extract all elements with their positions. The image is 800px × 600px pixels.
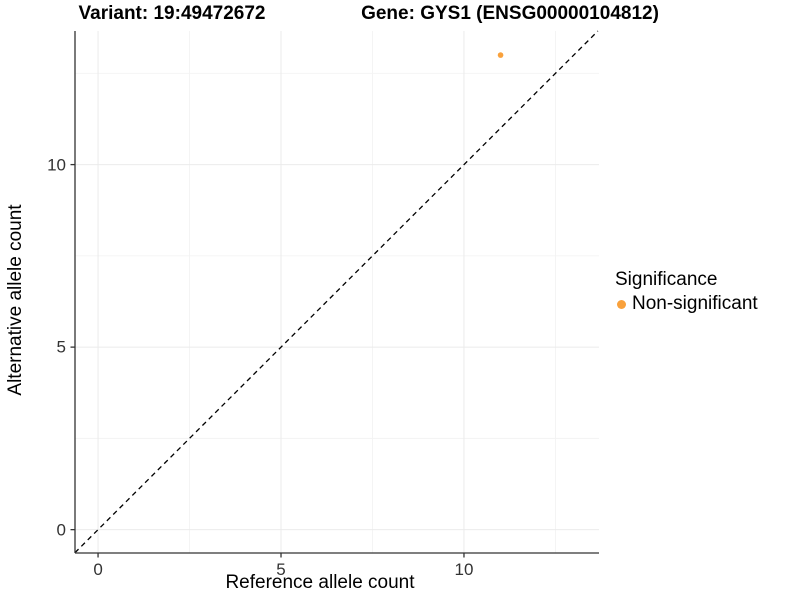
data-point bbox=[497, 52, 504, 58]
plot-title-gene: Gene: GYS1 (ENSG00000104812) bbox=[361, 3, 659, 24]
x-tick-label-1: 5 bbox=[276, 560, 286, 579]
x-tick-label-0: 0 bbox=[93, 560, 103, 579]
x-tick-label-2: 10 bbox=[454, 560, 474, 579]
plot-title-variant: Variant: 19:49472672 bbox=[78, 3, 266, 24]
y-axis-label: Alternative allele count bbox=[5, 204, 26, 396]
y-tick-label-1: 5 bbox=[56, 337, 66, 357]
legend-point-icon bbox=[617, 299, 626, 309]
y-tick-label-2: 10 bbox=[47, 155, 66, 175]
y-tick-label-0: 0 bbox=[56, 520, 66, 540]
legend-title: Significance bbox=[615, 269, 718, 290]
identity-line bbox=[74, 30, 599, 554]
legend: Significance Non-significant bbox=[615, 268, 758, 315]
x-axis-label: Reference allele count bbox=[225, 572, 415, 593]
legend-item: Non-significant bbox=[615, 293, 758, 315]
legend-item-label: Non-significant bbox=[632, 293, 758, 314]
